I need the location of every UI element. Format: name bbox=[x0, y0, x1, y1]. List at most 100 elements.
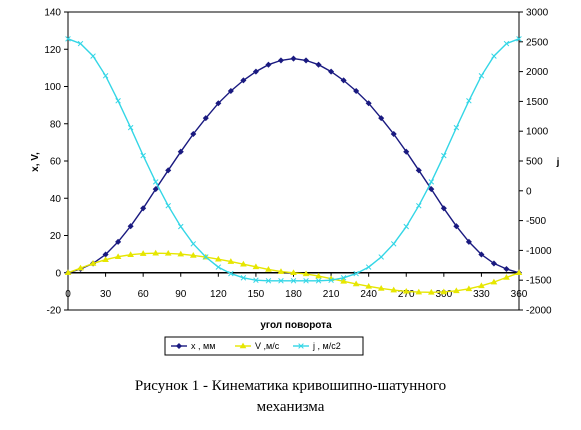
series-3-point bbox=[102, 73, 109, 79]
series-1-point bbox=[365, 100, 372, 107]
series-1-point bbox=[465, 238, 472, 245]
series-3-point bbox=[491, 53, 497, 59]
series-2-point bbox=[77, 264, 84, 271]
right-tick-label: 500 bbox=[526, 157, 543, 168]
left-tick-label: 80 bbox=[50, 119, 62, 130]
series-1-point bbox=[215, 100, 222, 107]
series-1-point bbox=[390, 130, 397, 138]
series-1-point bbox=[177, 148, 184, 155]
series-1-point bbox=[315, 61, 322, 68]
series-2-point bbox=[277, 268, 285, 274]
series-3-point bbox=[140, 152, 146, 159]
series-1-point bbox=[127, 223, 134, 230]
right-tick-label: -1500 bbox=[526, 276, 552, 287]
x-tick-label: 150 bbox=[248, 289, 265, 300]
series-3-point bbox=[90, 53, 96, 59]
right-tick-label: 2500 bbox=[526, 37, 549, 48]
series-3-point bbox=[265, 278, 272, 284]
series-1-point bbox=[378, 115, 385, 122]
series-2-point bbox=[265, 266, 272, 272]
x-axis-label: угол поворота bbox=[260, 320, 332, 331]
series-2-point bbox=[415, 288, 423, 295]
legend-marker-1 bbox=[175, 342, 183, 350]
x-tick-label: 90 bbox=[175, 289, 187, 300]
series-3-point bbox=[428, 179, 435, 185]
right-tick-label: -2000 bbox=[526, 306, 552, 317]
series-3-point bbox=[516, 36, 522, 42]
series-2-point bbox=[490, 278, 498, 285]
series-2-point bbox=[503, 274, 510, 280]
series-1-point bbox=[115, 238, 122, 245]
series-3-point bbox=[278, 278, 284, 284]
series-2-point bbox=[390, 286, 398, 293]
series-2-point bbox=[315, 272, 322, 279]
series-3-point bbox=[353, 270, 359, 277]
series-2-point bbox=[227, 258, 235, 264]
series-2-point bbox=[377, 284, 385, 291]
series-3-point bbox=[303, 278, 309, 284]
series-1-point bbox=[190, 130, 197, 138]
series-2-point bbox=[365, 282, 372, 289]
series-1-point bbox=[440, 205, 447, 212]
series-1-point bbox=[478, 251, 485, 258]
legend-label-2: V ,м/с bbox=[255, 341, 280, 351]
series-3-point bbox=[315, 278, 322, 284]
series-1-point bbox=[202, 115, 209, 122]
series-3-point bbox=[466, 98, 472, 104]
series-3-point bbox=[416, 202, 422, 209]
series-2-point bbox=[164, 249, 172, 256]
series-1-point bbox=[503, 266, 510, 273]
left-tick-label: 0 bbox=[55, 268, 61, 279]
series-3-point bbox=[378, 254, 384, 260]
series-2-point bbox=[102, 256, 109, 263]
legend-label-1: x , мм bbox=[191, 341, 215, 351]
series-1-point bbox=[303, 57, 310, 64]
series-3-point bbox=[65, 36, 71, 42]
legend-label-3: j , м/с2 bbox=[312, 341, 341, 351]
series-3-point bbox=[390, 241, 397, 247]
x-tick-label: 270 bbox=[398, 289, 415, 300]
right-tick-label: 1500 bbox=[526, 97, 549, 108]
x-tick-label: 180 bbox=[285, 289, 302, 300]
series-3-point bbox=[165, 202, 171, 209]
series-1-point bbox=[453, 223, 460, 230]
series-1-point bbox=[403, 148, 410, 155]
series-2-point bbox=[114, 253, 122, 260]
legend-box bbox=[164, 336, 364, 356]
series-1-point bbox=[428, 186, 435, 193]
series-1-point bbox=[140, 205, 147, 212]
series-1-point bbox=[152, 186, 159, 193]
series-2-point bbox=[465, 285, 473, 292]
x-tick-label: 300 bbox=[435, 289, 452, 300]
x-tick-label: 60 bbox=[138, 289, 150, 300]
series-1-point bbox=[490, 260, 497, 267]
left-tick-label: -20 bbox=[47, 306, 62, 317]
x-tick-label: 240 bbox=[360, 289, 377, 300]
series-2-point bbox=[340, 277, 347, 284]
legend-marker-3 bbox=[298, 343, 304, 349]
series-2-point bbox=[177, 250, 185, 257]
x-tick-label: 30 bbox=[100, 289, 112, 300]
series-2-point bbox=[215, 255, 222, 262]
series-1-point bbox=[165, 167, 172, 174]
series-1-point bbox=[328, 68, 335, 75]
series-1-point bbox=[415, 167, 422, 174]
series-2-point bbox=[152, 249, 160, 256]
x-tick-label: 360 bbox=[511, 289, 528, 300]
left-tick-label: 40 bbox=[50, 194, 62, 205]
series-1-point bbox=[252, 68, 259, 75]
series-2-point bbox=[515, 269, 523, 276]
series-2-point bbox=[189, 252, 197, 258]
series-line-3 bbox=[67, 38, 520, 282]
series-2-point bbox=[302, 270, 310, 277]
right-axis-label: j bbox=[556, 157, 560, 168]
series-2-point bbox=[64, 269, 72, 276]
series-2-point bbox=[427, 288, 435, 295]
right-tick-label: 0 bbox=[526, 186, 532, 197]
series-2-point bbox=[290, 269, 297, 276]
series-3-point bbox=[403, 223, 410, 230]
series-3-point bbox=[253, 277, 259, 283]
series-1-point bbox=[340, 77, 347, 84]
series-3-point bbox=[503, 40, 510, 47]
series-3-point bbox=[152, 179, 159, 185]
